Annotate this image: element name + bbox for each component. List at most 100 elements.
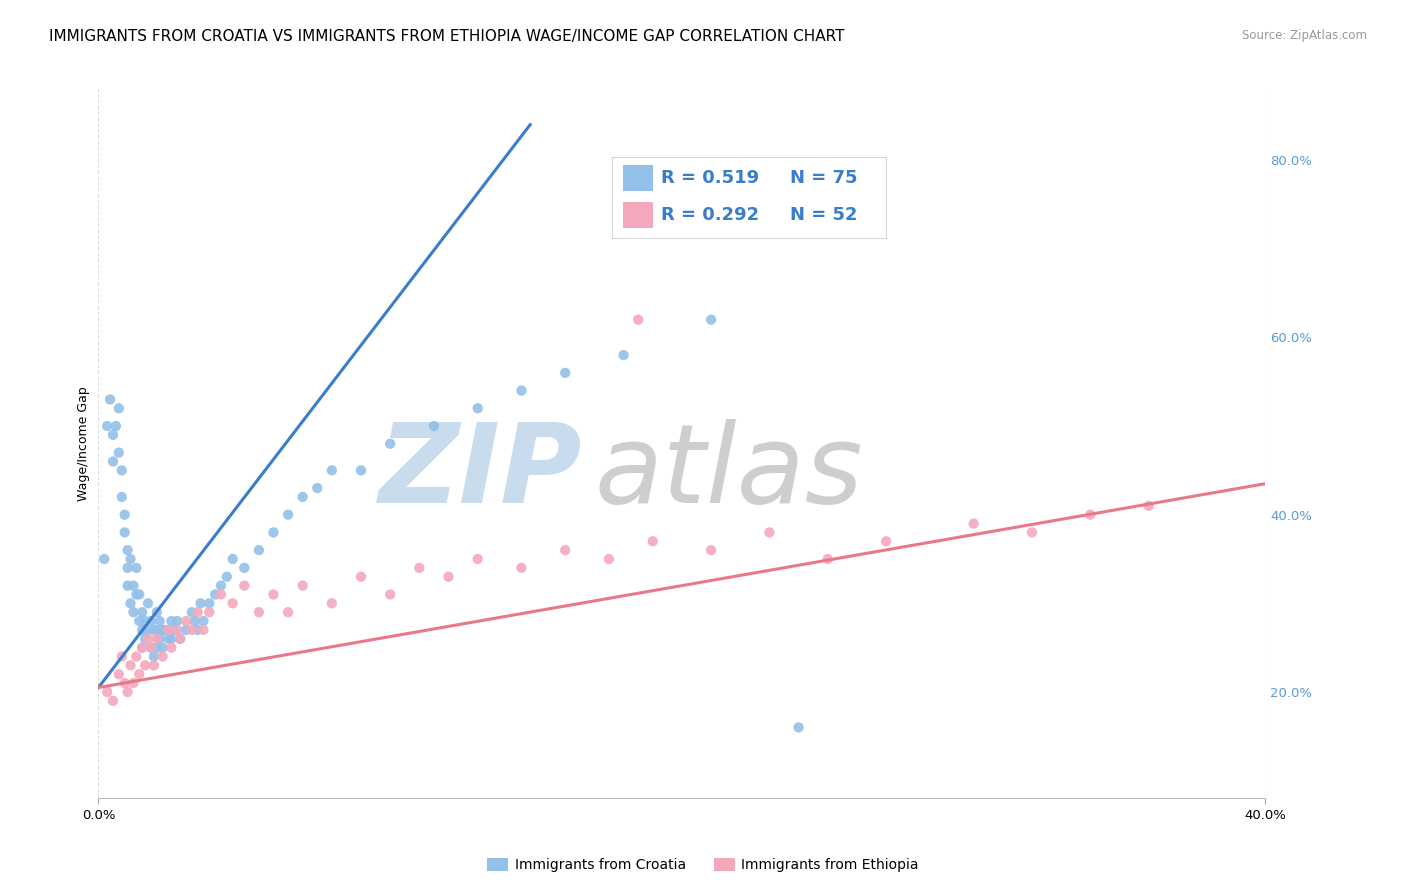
Point [247, 543, 270, 558]
Point [233, 578, 256, 592]
Point [321, 463, 343, 477]
Point [152, 640, 174, 655]
Point [139, 640, 162, 655]
Point [378, 436, 402, 450]
Point [510, 561, 533, 575]
Point [128, 587, 150, 601]
Point [554, 366, 576, 380]
Point [139, 614, 162, 628]
Point [962, 516, 984, 531]
Point [190, 596, 212, 610]
Point [221, 552, 243, 566]
Point [108, 667, 131, 681]
Point [247, 605, 270, 619]
Point [104, 419, 127, 434]
Point [134, 658, 156, 673]
Point [96, 685, 118, 699]
Point [122, 676, 145, 690]
Point [122, 578, 145, 592]
Point [125, 587, 148, 601]
Point [817, 552, 839, 566]
Point [700, 312, 723, 326]
Point [142, 649, 165, 664]
Point [117, 543, 139, 558]
Point [131, 640, 153, 655]
Point [111, 490, 134, 504]
Point [467, 401, 489, 416]
Point [180, 605, 202, 619]
Point [149, 614, 172, 628]
Point [160, 632, 183, 646]
Point [277, 508, 299, 522]
Point [134, 614, 156, 628]
Point [423, 419, 446, 434]
Point [152, 649, 174, 664]
Point [437, 570, 460, 584]
Point [233, 561, 256, 575]
Point [152, 623, 174, 637]
Text: IMMIGRANTS FROM CROATIA VS IMMIGRANTS FROM ETHIOPIA WAGE/INCOME GAP CORRELATION : IMMIGRANTS FROM CROATIA VS IMMIGRANTS FR… [49, 29, 845, 44]
Point [146, 623, 169, 637]
Point [101, 428, 124, 442]
Point [131, 640, 153, 655]
Point [467, 552, 489, 566]
Text: ZIP: ZIP [380, 418, 582, 525]
Point [128, 667, 150, 681]
Point [114, 676, 136, 690]
Point [641, 534, 664, 549]
Point [125, 561, 148, 575]
Point [101, 454, 124, 468]
Point [131, 623, 153, 637]
Point [146, 605, 169, 619]
Point [174, 614, 197, 628]
Point [117, 685, 139, 699]
Point [96, 419, 118, 434]
Point [209, 587, 232, 601]
Point [120, 552, 142, 566]
Point [136, 632, 159, 646]
Point [155, 623, 177, 637]
Point [875, 534, 897, 549]
Point [117, 561, 139, 575]
Point [350, 570, 373, 584]
Point [101, 694, 124, 708]
Point [166, 614, 188, 628]
Point [198, 596, 221, 610]
Point [291, 490, 314, 504]
Point [204, 587, 226, 601]
Point [554, 543, 576, 558]
Point [111, 649, 134, 664]
Point [108, 445, 131, 459]
Point [612, 348, 634, 362]
Point [108, 401, 131, 416]
Point [157, 623, 180, 637]
Text: R = 0.292: R = 0.292 [661, 206, 759, 224]
Point [142, 658, 165, 673]
Point [221, 596, 243, 610]
Text: Source: ZipAtlas.com: Source: ZipAtlas.com [1241, 29, 1367, 42]
Legend: Immigrants from Croatia, Immigrants from Ethiopia: Immigrants from Croatia, Immigrants from… [481, 853, 925, 878]
Bar [623, 202, 652, 228]
Point [193, 614, 215, 628]
Point [187, 623, 209, 637]
Point [114, 508, 136, 522]
Point [117, 578, 139, 592]
Point [193, 623, 215, 637]
Point [277, 605, 299, 619]
Point [160, 640, 183, 655]
Point [166, 623, 188, 637]
Point [157, 632, 180, 646]
Point [378, 587, 402, 601]
Point [142, 623, 165, 637]
Point [307, 481, 329, 495]
Point [350, 463, 373, 477]
Point [198, 605, 221, 619]
Point [146, 640, 169, 655]
Point [321, 596, 343, 610]
Point [183, 614, 205, 628]
Point [120, 658, 142, 673]
Point [98, 392, 121, 407]
Y-axis label: Wage/Income Gap: Wage/Income Gap [77, 386, 90, 501]
Point [598, 552, 620, 566]
Point [291, 578, 314, 592]
